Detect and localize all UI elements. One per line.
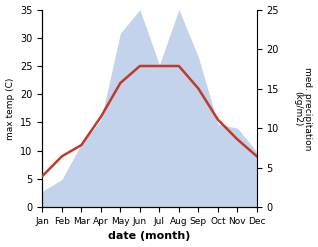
Y-axis label: max temp (C): max temp (C): [5, 77, 15, 140]
Y-axis label: med. precipitation
(kg/m2): med. precipitation (kg/m2): [293, 67, 313, 150]
X-axis label: date (month): date (month): [108, 231, 191, 242]
